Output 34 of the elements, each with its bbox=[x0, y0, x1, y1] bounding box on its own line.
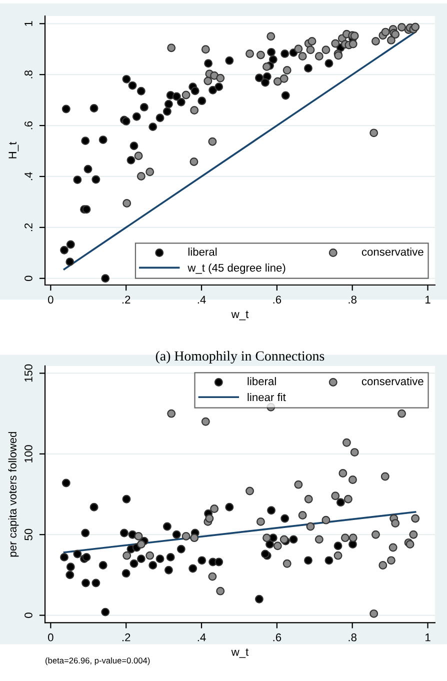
legend-label: liberal bbox=[248, 377, 276, 386]
y-tick-label: 0 bbox=[24, 276, 32, 282]
x-tick-label: 1 bbox=[426, 634, 430, 642]
x-tick-label: .6 bbox=[273, 296, 282, 304]
y-tick-label: 1 bbox=[24, 21, 32, 26]
y-tick-label: .4 bbox=[24, 172, 32, 180]
y-tick-label: 150 bbox=[24, 364, 32, 382]
y-tick-label: .8 bbox=[24, 70, 32, 78]
y-axis-title: H_t bbox=[8, 142, 19, 158]
x-tick-label: 0 bbox=[48, 296, 54, 304]
legend-label: liberal bbox=[188, 248, 217, 256]
legend-label: linear fit bbox=[248, 392, 286, 402]
x-axis-title: w_t bbox=[231, 310, 249, 320]
x-tick-label: .4 bbox=[198, 296, 206, 304]
x-tick-label: .2 bbox=[122, 633, 130, 642]
x-tick-label: .4 bbox=[198, 634, 206, 642]
x-tick-label: .2 bbox=[122, 296, 130, 304]
y-tick-label: 50 bbox=[24, 528, 32, 540]
y-tick-label: .2 bbox=[24, 223, 32, 232]
y-axis-title: per capita voters followed bbox=[8, 432, 19, 557]
x-tick-label: 1 bbox=[426, 296, 430, 304]
text: (a) Homophily in Connections bbox=[156, 350, 324, 364]
y-tick-label: 0 bbox=[24, 612, 32, 618]
y-tick-label: 100 bbox=[24, 445, 32, 462]
y-tick-label: .6 bbox=[24, 121, 32, 130]
x-tick-label: .8 bbox=[348, 296, 356, 304]
x-axis-title: w_t bbox=[231, 648, 249, 658]
x-tick-label: .6 bbox=[273, 633, 282, 642]
legend-label: w_t (45 degree line) bbox=[188, 264, 286, 274]
x-tick-label: .8 bbox=[348, 633, 356, 642]
text: (beta=26.96, p-value=0.004) bbox=[46, 657, 150, 666]
legend-label: conservative bbox=[362, 377, 424, 386]
legend-label: conservative bbox=[362, 248, 424, 256]
x-tick-label: 0 bbox=[48, 633, 54, 642]
